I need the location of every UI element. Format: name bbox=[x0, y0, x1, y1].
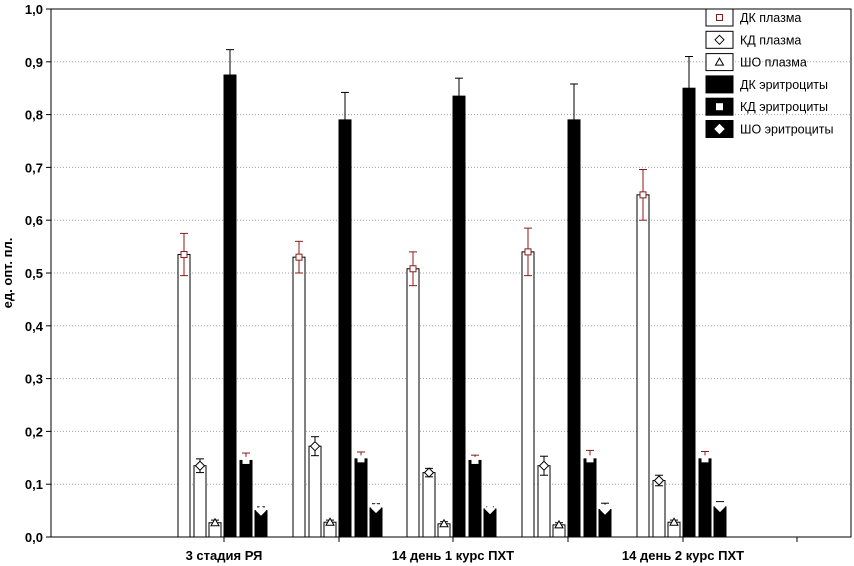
y-axis-title: ед. опт. пл. bbox=[0, 238, 15, 309]
marker-diamond bbox=[714, 34, 725, 46]
error-bar bbox=[226, 49, 234, 75]
bar bbox=[468, 459, 482, 538]
y-tick-label: 0,5 bbox=[25, 266, 43, 281]
x-tick-label: 14 день 2 курс ПХТ bbox=[622, 548, 744, 563]
marker-diamond bbox=[255, 505, 267, 516]
marker-square bbox=[180, 251, 188, 259]
marker-triangle bbox=[325, 517, 335, 526]
y-tick-label: 0,8 bbox=[25, 108, 43, 123]
marker-triangle bbox=[714, 57, 725, 66]
marker-triangle bbox=[210, 517, 220, 527]
bar bbox=[636, 194, 650, 538]
marker-triangle bbox=[554, 519, 564, 529]
y-tick-label: 0,7 bbox=[25, 160, 43, 175]
error-bar bbox=[570, 83, 578, 120]
y-tick-label: 0,4 bbox=[25, 319, 44, 334]
y-tick-label: 0,6 bbox=[25, 213, 43, 228]
y-tick-label: 0,3 bbox=[25, 372, 43, 387]
bar bbox=[583, 458, 597, 538]
legend-swatch bbox=[705, 75, 734, 94]
marker-triangle bbox=[669, 517, 679, 526]
marker-diamond bbox=[714, 501, 726, 513]
marker-square bbox=[701, 455, 709, 463]
legend-item: ШО плазма bbox=[705, 53, 807, 72]
legend-label: ШО плазма bbox=[740, 56, 807, 70]
x-axis: 3 стадия РЯ 14 день 1 курс ПХТ 14 день 2 к… bbox=[186, 537, 798, 563]
legend-item: КД эритроциты bbox=[705, 97, 828, 116]
bar bbox=[338, 119, 352, 538]
y-tick-label: 0,9 bbox=[25, 55, 43, 70]
marker-diamond bbox=[309, 440, 321, 452]
bars-layer bbox=[177, 49, 727, 538]
legend-label: ДК плазма bbox=[740, 11, 801, 25]
marker-square bbox=[409, 265, 417, 273]
marker-square bbox=[471, 456, 479, 464]
legend-item: ШО эритроциты bbox=[705, 120, 833, 138]
bar bbox=[682, 87, 696, 538]
marker-square bbox=[524, 248, 532, 256]
y-tick-label: 0,0 bbox=[25, 530, 43, 545]
marker-diamond bbox=[423, 467, 435, 478]
legend-label: ДК эритроциты bbox=[740, 78, 828, 92]
legend-label: ШО эритроциты bbox=[740, 123, 833, 137]
marker-diamond bbox=[653, 475, 665, 486]
bar bbox=[422, 472, 436, 538]
y-tick-label: 0,1 bbox=[25, 477, 43, 492]
y-tick-label: 1,0 bbox=[25, 2, 43, 17]
bar bbox=[406, 268, 420, 538]
bar bbox=[698, 458, 712, 538]
marker-square bbox=[639, 191, 647, 199]
bar bbox=[292, 256, 306, 538]
y-tick-label: 0,2 bbox=[25, 424, 43, 439]
bar bbox=[652, 480, 666, 538]
marker-diamond bbox=[538, 460, 550, 471]
bar bbox=[567, 119, 581, 538]
bar bbox=[308, 445, 322, 538]
bar bbox=[521, 251, 535, 538]
legend-label: КД плазма bbox=[740, 33, 801, 47]
marker-triangle bbox=[439, 518, 449, 528]
bar bbox=[177, 254, 191, 538]
bar bbox=[223, 74, 237, 538]
marker-diamond bbox=[370, 502, 382, 514]
error-bar bbox=[341, 91, 349, 120]
bar bbox=[452, 95, 466, 538]
marker-square bbox=[586, 455, 594, 463]
legend: ДК плазма КД плазма ШО плазма ДК эритроциты… bbox=[705, 8, 833, 138]
marker-square bbox=[716, 103, 723, 111]
marker-diamond bbox=[194, 460, 206, 471]
bar bbox=[193, 465, 207, 538]
legend-item: КД плазма bbox=[705, 30, 801, 49]
bar bbox=[537, 465, 551, 538]
error-bar bbox=[685, 56, 693, 89]
marker-diamond bbox=[714, 123, 725, 135]
bar bbox=[354, 458, 368, 538]
x-tick-label: 14 день 1 курс ПХТ bbox=[392, 548, 514, 563]
marker-square bbox=[295, 253, 303, 261]
marker-square bbox=[357, 455, 365, 463]
marker-square bbox=[716, 14, 723, 21]
bar bbox=[239, 459, 253, 538]
legend-item: ДК плазма bbox=[705, 8, 801, 27]
legend-label: КД эритроциты bbox=[740, 100, 828, 114]
x-tick-label: 3 стадия РЯ bbox=[186, 548, 263, 563]
legend-item: ДК эритроциты bbox=[705, 75, 828, 94]
error-bar bbox=[455, 77, 463, 97]
y-axis: 0,0 0,1 0,2 0,3 0,4 0,5 0,6 0,7 0,8 0,9 1,0 bbox=[25, 2, 51, 545]
marker-diamond bbox=[599, 504, 611, 515]
marker-diamond bbox=[484, 503, 496, 515]
marker-square bbox=[242, 456, 250, 464]
